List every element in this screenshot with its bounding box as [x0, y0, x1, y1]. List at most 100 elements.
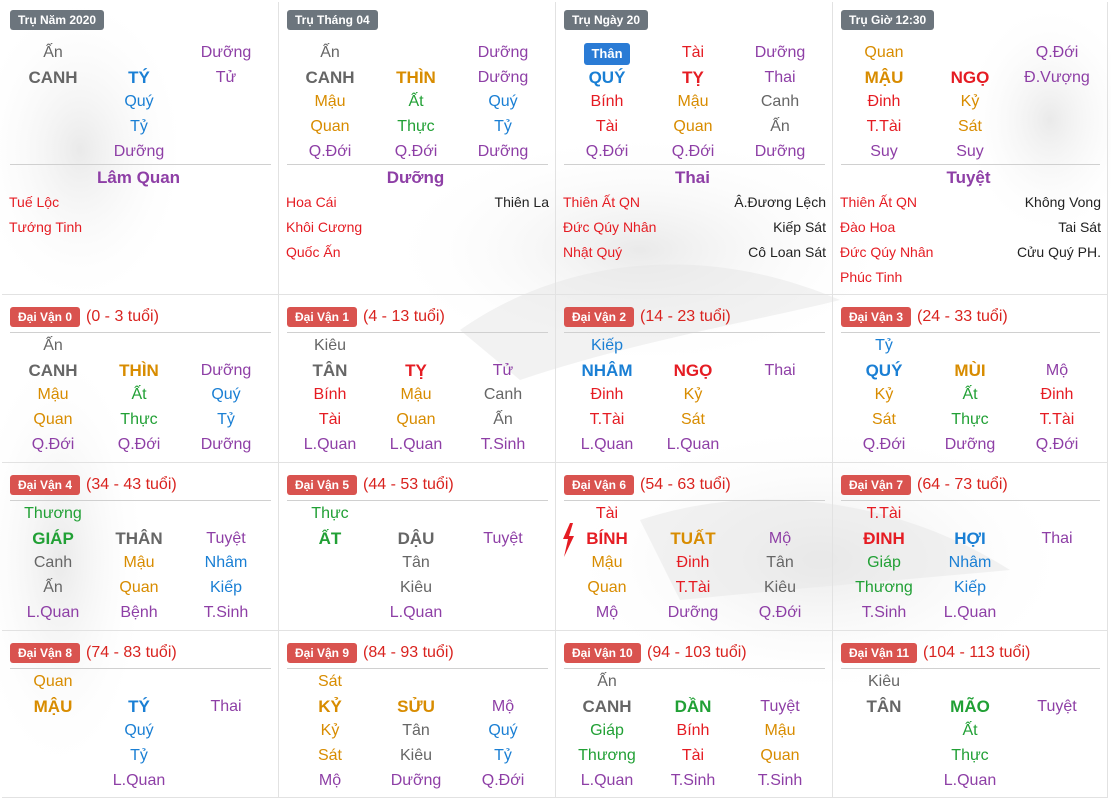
- pillar-state: Tuyệt: [899, 167, 1039, 189]
- chart-entry: Ấn: [287, 42, 373, 64]
- chart-entry: Quan: [287, 116, 373, 138]
- chart-entry: Q.Đới: [96, 434, 182, 456]
- chart-entry: Thực: [927, 745, 1013, 767]
- chart-entry: Quý: [96, 91, 182, 113]
- earthly-branch: THÌN: [373, 67, 459, 89]
- earthly-branch: MÃO: [927, 696, 1013, 718]
- age-range: (34 - 43 tuổi): [86, 473, 177, 497]
- chart-entry: Kỷ: [287, 720, 373, 742]
- chart-entry: Thương: [564, 745, 650, 767]
- heavenly-stem: CANH: [287, 67, 373, 89]
- chart-entry: Kiêu: [373, 745, 459, 767]
- chart-entry: Thực: [373, 116, 459, 138]
- age-range: (44 - 53 tuổi): [363, 473, 454, 497]
- chart-entry: Dưỡng: [183, 434, 269, 456]
- heavenly-stem: QUÝ: [841, 360, 927, 382]
- dai-van-badge: Đại Vận 0: [10, 307, 80, 327]
- chart-entry: Sát: [287, 671, 373, 693]
- chart-entry: Mậu: [737, 720, 823, 742]
- chart-entry: Tài: [564, 116, 650, 138]
- star-left: Đức Qúy Nhân: [840, 242, 933, 262]
- chart-entry: Ất: [927, 720, 1013, 742]
- chart-entry: Kiêu: [373, 577, 459, 599]
- chart-entry: Mộ: [737, 528, 823, 550]
- chart-entry: Giáp: [564, 720, 650, 742]
- pillar-cell: Trụ Năm 2020 Ấn Dưỡng CANH TÝ Tử Quý Tỷ Dưỡng Lâm…: [2, 2, 279, 295]
- chart-entry: T.Sinh: [737, 770, 823, 792]
- star-right: Thiên La: [495, 192, 549, 212]
- earthly-branch: SỬU: [373, 696, 459, 718]
- chart-entry: Kỷ: [927, 91, 1013, 113]
- dai-van-badge: Đại Vận 11: [841, 643, 917, 663]
- dai-van-cell: Đại Vận 6 (54 - 63 tuổi) Tài BÍNH TUẤT Mộ Mậu Đ…: [556, 463, 833, 631]
- chart-entry: L.Quan: [564, 770, 650, 792]
- chart-entry: T.Sinh: [841, 602, 927, 624]
- chart-entry: Tỷ: [460, 745, 546, 767]
- chart-entry: Mậu: [10, 384, 96, 406]
- dai-van-cell: Đại Vận 2 (14 - 23 tuổi) Kiếp NHÂM NGỌ Thai Đi…: [556, 295, 833, 463]
- chart-entry: Dưỡng: [737, 141, 823, 163]
- chart-entry: Kiếp: [564, 335, 650, 357]
- chart-entry: Tỷ: [841, 335, 927, 357]
- star-left: Quốc Ấn: [286, 242, 340, 262]
- chart-entry: Kiêu: [287, 335, 373, 357]
- heavenly-stem: ẤT: [287, 528, 373, 550]
- earthly-branch: MÙI: [927, 360, 1013, 382]
- pillar-title-badge: Trụ Năm 2020: [10, 10, 104, 30]
- chart-entry: Thai: [737, 67, 823, 89]
- chart-entry: T.Tài: [650, 577, 736, 599]
- chart-entry: Thai: [1014, 528, 1100, 550]
- separator: [841, 500, 1100, 501]
- chart-entry: Bính: [287, 384, 373, 406]
- chart-entry: Ấn: [737, 116, 823, 138]
- chart-entry: Mộ: [564, 602, 650, 624]
- earthly-branch: TÝ: [96, 67, 182, 89]
- star-left: Thiên Ất QN: [563, 192, 640, 212]
- star-left: Hoa Cái: [286, 192, 337, 212]
- chart-entry: Q.Đới: [460, 770, 546, 792]
- dai-van-badge: Đại Vận 10: [564, 643, 641, 663]
- pillar-title-badge: Trụ Giờ 12:30: [841, 10, 934, 30]
- dai-van-cell: Đại Vận 7 (64 - 73 tuổi) T.Tài ĐINH HỢI Thai G…: [833, 463, 1108, 631]
- chart-entry: Ất: [373, 91, 459, 113]
- chart-entry: Q.Đới: [650, 141, 736, 163]
- chart-entry: Kiếp: [183, 577, 269, 599]
- pillar-title-badge: Trụ Ngày 20: [564, 10, 648, 30]
- age-range: (4 - 13 tuổi): [363, 305, 445, 329]
- chart-entry: Sát: [927, 116, 1013, 138]
- chart-entry: Suy: [927, 141, 1013, 163]
- chart-entry: Đinh: [1014, 384, 1100, 406]
- chart-entry: Thương: [841, 577, 927, 599]
- chart-entry: Q.Đới: [737, 602, 823, 624]
- earthly-branch: TÝ: [96, 696, 182, 718]
- star-right: Kiếp Sát: [773, 217, 826, 237]
- chart-entry: Dưỡng: [373, 770, 459, 792]
- chart-entry: Q.Đới: [841, 434, 927, 456]
- chart-entry: Q.Đới: [564, 141, 650, 163]
- chart-entry: Dưỡng: [183, 42, 269, 64]
- chart-entry: Sát: [650, 409, 736, 431]
- dai-van-badge: Đại Vận 3: [841, 307, 911, 327]
- chart-entry: Mậu: [96, 552, 182, 574]
- chart-entry: Mậu: [564, 552, 650, 574]
- age-range: (54 - 63 tuổi): [640, 473, 731, 497]
- chart-entry: Quý: [460, 720, 546, 742]
- chart-entry: Canh: [10, 552, 96, 574]
- star-left: Tuế Lộc: [9, 192, 59, 212]
- chart-entry: T.Sinh: [650, 770, 736, 792]
- star-left: Phúc Tinh: [840, 267, 902, 287]
- chart-entry: Bính: [564, 91, 650, 113]
- heavenly-stem: TÂN: [287, 360, 373, 382]
- earthly-branch: TỴ: [650, 67, 736, 89]
- earthly-branch: DẬU: [373, 528, 459, 550]
- chart-entry: Tỷ: [96, 116, 182, 138]
- chart-entry: Kiếp: [927, 577, 1013, 599]
- chart-entry: L.Quan: [650, 434, 736, 456]
- chart-entry: Tân: [373, 552, 459, 574]
- dai-van-badge: Đại Vận 8: [10, 643, 80, 663]
- chart-entry: Thực: [927, 409, 1013, 431]
- star-left: Nhật Quý: [563, 242, 622, 262]
- pillar-state: Dưỡng: [346, 167, 486, 189]
- age-range: (84 - 93 tuổi): [363, 641, 454, 665]
- chart-entry: Kỷ: [650, 384, 736, 406]
